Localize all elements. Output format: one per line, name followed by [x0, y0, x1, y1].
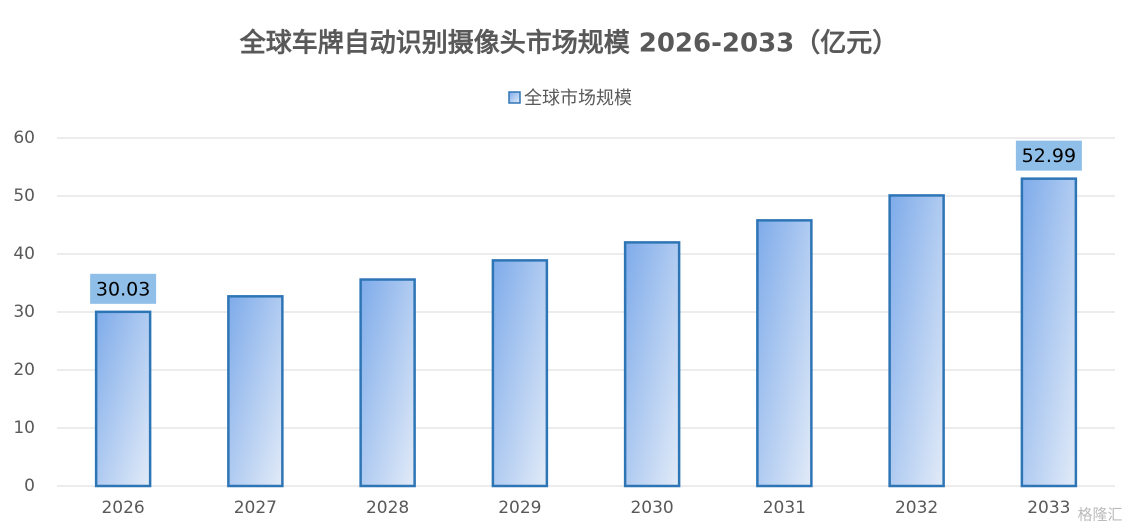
- legend-label: 全球市场规模: [524, 88, 632, 109]
- x-tick-label: 2033: [1027, 498, 1070, 518]
- x-tick-label: 2026: [101, 498, 144, 518]
- y-tick-label: 0: [24, 476, 35, 496]
- x-tick-label: 2029: [498, 498, 541, 518]
- data-label: 52.99: [1022, 145, 1076, 167]
- x-tick-label: 2027: [234, 498, 277, 518]
- legend-swatch: [508, 91, 521, 104]
- y-tick-label: 60: [13, 128, 35, 148]
- y-tick-label: 20: [13, 360, 35, 380]
- bar: [756, 219, 813, 488]
- x-tick-label: 2031: [763, 498, 806, 518]
- bar: [227, 295, 284, 488]
- y-tick-label: 50: [13, 186, 35, 206]
- data-label: 30.03: [96, 278, 150, 300]
- watermark: 格隆汇: [1077, 506, 1122, 524]
- bar: [491, 259, 549, 488]
- data-label-box: [1015, 140, 1082, 171]
- bar: [359, 278, 416, 488]
- bar: [888, 194, 945, 488]
- y-tick-label: 10: [13, 418, 35, 438]
- chart-title: 全球车牌自动识别摄像头市场规模 2026-2033（亿元）: [239, 28, 899, 59]
- y-tick-label: 40: [13, 244, 35, 264]
- bar: [623, 241, 681, 488]
- bar: [94, 310, 152, 488]
- x-tick-label: 2032: [895, 498, 938, 518]
- x-tick-label: 2028: [366, 498, 409, 518]
- x-tick-label: 2030: [630, 498, 673, 518]
- y-tick-label: 30: [13, 302, 35, 322]
- data-label-box: [90, 273, 157, 304]
- bar: [1020, 177, 1078, 488]
